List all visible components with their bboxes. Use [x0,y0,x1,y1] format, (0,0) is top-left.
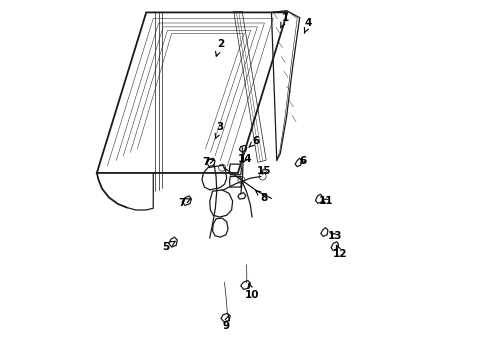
Text: 15: 15 [257,166,271,176]
Text: 6: 6 [299,156,307,166]
Text: 7: 7 [178,198,191,208]
Text: 6: 6 [249,136,259,147]
Text: 4: 4 [304,18,312,33]
Text: 2: 2 [216,39,224,56]
Text: 11: 11 [319,196,333,206]
Text: 3: 3 [215,122,224,138]
Text: 7: 7 [202,157,214,167]
Text: 9: 9 [222,316,229,332]
Text: 12: 12 [333,246,347,259]
Text: 10: 10 [245,283,259,300]
Text: 14: 14 [238,154,252,164]
Text: 8: 8 [256,190,268,203]
Text: 1: 1 [280,13,289,28]
Text: 13: 13 [328,231,342,242]
Text: 5: 5 [162,241,175,252]
